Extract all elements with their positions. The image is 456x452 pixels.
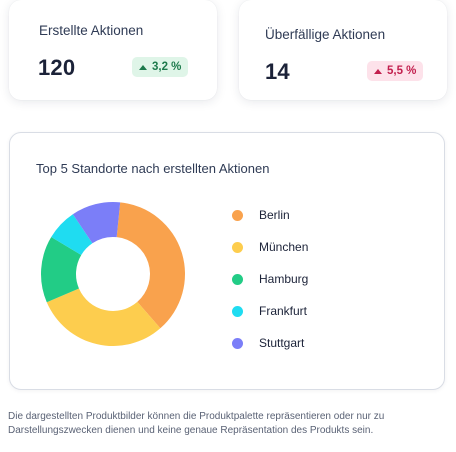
legend-item: Frankfurt [232,295,308,327]
donut-slice-stuttgart [72,202,121,244]
chart-card-top-locations: Top 5 Standorte nach erstellten Aktionen… [9,132,445,390]
donut-slice-hamburg [41,236,82,303]
trend-badge: 5,5 % [367,61,424,81]
donut-slice-münchen [46,288,161,346]
chart-title: Top 5 Standorte nach erstellten Aktionen [36,161,270,176]
legend-item: Berlin [232,199,308,231]
trend-up-icon [139,64,147,70]
donut-chart [41,202,185,346]
legend-label: Hamburg [259,272,309,286]
chart-legend: Berlin München Hamburg Frankfurt Stuttgart [232,199,308,359]
legend-item: Stuttgart [232,327,308,359]
kpi-card-overdue-actions: Überfällige Aktionen 14 5,5 % [239,0,447,100]
legend-item: Hamburg [232,263,308,295]
trend-up-icon [374,68,382,74]
legend-item: München [232,231,308,263]
legend-dot-icon [232,337,243,349]
kpi-value: 14 [265,59,290,84]
donut-slice-berlin [116,202,185,329]
kpi-card-created-actions: Erstellte Aktionen 120 3,2 % [9,0,217,100]
kpi-value: 120 [38,55,76,80]
legend-dot-icon [232,209,243,221]
kpi-title: Überfällige Aktionen [265,27,386,42]
trend-badge-value: 3,2 % [152,61,182,73]
disclaimer-text: Die dargestellten Produktbilder können d… [8,411,385,436]
legend-dot-icon [232,241,243,253]
trend-badge-value: 5,5 % [387,65,417,77]
kpi-title: Erstellte Aktionen [39,23,144,38]
legend-dot-icon [232,305,243,317]
legend-label: München [259,240,309,254]
legend-label: Stuttgart [259,336,305,350]
legend-label: Berlin [259,208,290,222]
trend-badge: 3,2 % [132,57,189,77]
legend-dot-icon [232,273,243,285]
donut-slice-frankfurt [51,214,93,255]
legend-label: Frankfurt [259,304,308,318]
